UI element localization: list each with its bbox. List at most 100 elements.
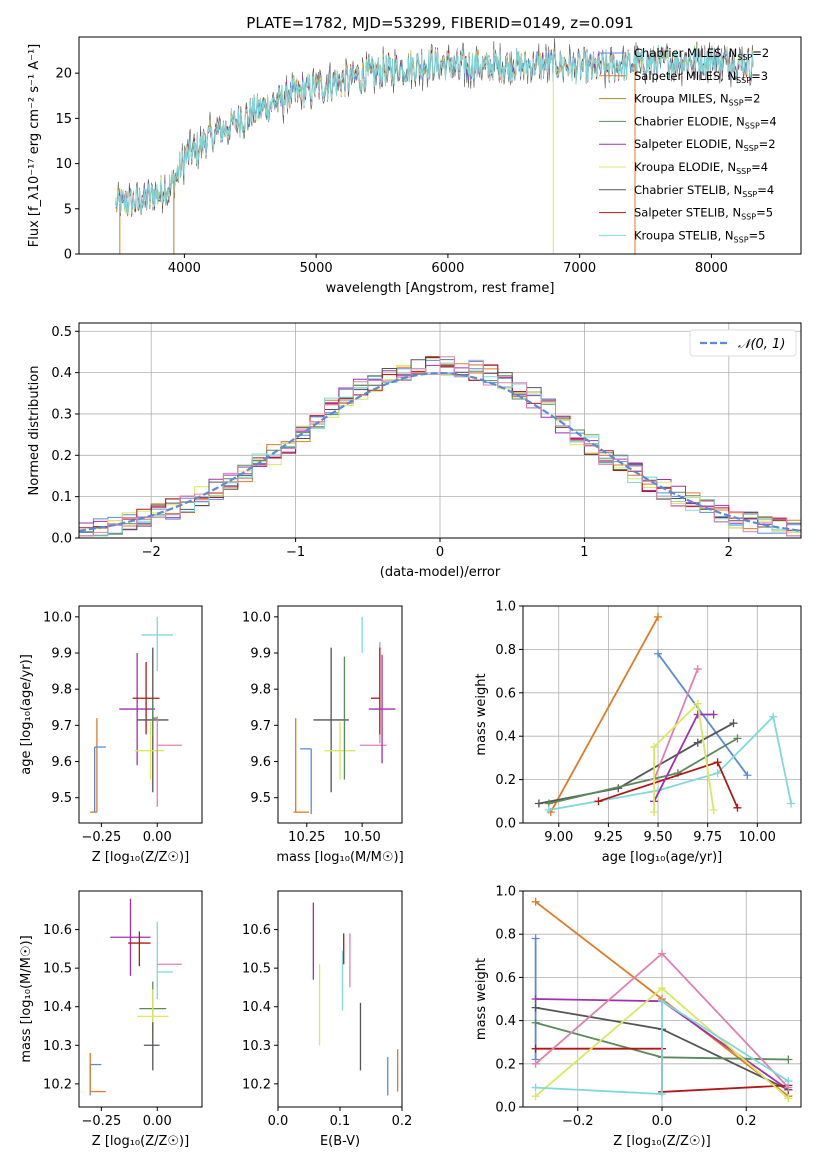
data-point xyxy=(531,934,540,943)
y-axis-label: age [log₁₀(age/yr)] xyxy=(19,654,34,775)
legend-text: Chabrier STELIB, N xyxy=(634,183,742,197)
weight-series-kroupa_elodie xyxy=(653,701,715,813)
y-tick-label: 9.5 xyxy=(250,791,271,806)
data-point xyxy=(743,771,752,780)
axes-frame xyxy=(78,605,203,824)
legend-text: Kroupa ELODIE, N xyxy=(634,160,736,174)
legend-sub: SSP xyxy=(742,190,757,199)
legend-label: Kroupa STELIB, NSSP=5 xyxy=(634,228,765,244)
x-axis-label: Z [log₁₀(Z/Z☉)] xyxy=(92,1134,189,1149)
y-tick-label: 0.5 xyxy=(51,325,72,340)
legend-suffix: =5 xyxy=(756,206,773,220)
y-tick-label: 10.5 xyxy=(242,962,271,977)
y-tick-label: 0.3 xyxy=(51,407,72,422)
y-tick-label: 1.0 xyxy=(495,885,516,900)
y-tick-label: 10.3 xyxy=(43,1039,72,1054)
x-tick-label: 9.00 xyxy=(544,830,573,845)
x-tick-label: 0.00 xyxy=(143,1114,172,1129)
x-axis-label: Z [log₁₀(Z/Z☉)] xyxy=(613,1134,710,1149)
y-axis-label: mass weight xyxy=(474,958,489,1040)
plot-area-weight-vs-z xyxy=(531,897,793,1103)
x-axis-label: (data-model)/error xyxy=(380,565,501,580)
y-tick-label: 9.6 xyxy=(51,755,72,770)
legend-suffix: =4 xyxy=(757,183,774,197)
legend-label: Kroupa ELODIE, NSSP=4 xyxy=(634,160,768,176)
legend: 𝒩(0, 1) xyxy=(689,329,797,357)
y-tick-label: 0 xyxy=(64,248,72,263)
y-tick-label: 0.1 xyxy=(51,490,72,505)
axes-frame xyxy=(78,890,203,1108)
data-point xyxy=(531,1083,540,1092)
x-tick-label: 0.1 xyxy=(330,1114,351,1129)
data-point xyxy=(531,1018,540,1027)
plot-area-ebv xyxy=(312,902,399,1096)
x-tick-label: 0.2 xyxy=(392,1114,413,1129)
y-tick-label: 10.2 xyxy=(43,1077,72,1092)
data-point xyxy=(654,612,663,621)
y-tick-label: 0.4 xyxy=(495,730,516,745)
data-point xyxy=(654,649,663,658)
y-tick-label: 0.2 xyxy=(495,773,516,788)
y-tick-label: 9.6 xyxy=(250,755,271,770)
data-point xyxy=(784,1094,793,1103)
data-point xyxy=(784,1055,793,1064)
x-tick-label: 6000 xyxy=(431,261,464,276)
data-point xyxy=(531,995,540,1003)
data-point xyxy=(594,797,603,806)
plot-area-weight-vs-age xyxy=(534,612,796,817)
legend-label: Chabrier ELODIE, NSSP=4 xyxy=(634,114,777,130)
legend-suffix: =2 xyxy=(759,137,776,151)
weight-series-chabrier_stelib xyxy=(538,722,734,805)
data-point xyxy=(658,997,666,1006)
legend-text: Chabrier MILES, N xyxy=(634,46,737,60)
x-tick-label: 7000 xyxy=(563,261,596,276)
frame-age-vs-mass: 10.25 10.50 9.5 9.6 9.7 9.8 9.9 10.0 mass [log₁₀… xyxy=(242,605,404,865)
x-tick-label: 4000 xyxy=(168,261,201,276)
axes-frame xyxy=(277,605,403,824)
y-tick-label: 9.7 xyxy=(250,719,271,734)
series-line-kroupa_stelib xyxy=(115,45,754,214)
legend-sub: SSP xyxy=(734,235,749,244)
data-point xyxy=(693,738,702,747)
y-tick-label: 9.7 xyxy=(51,719,72,734)
plot-area-residuals xyxy=(79,356,801,537)
legend-suffix: =4 xyxy=(760,114,777,128)
data-point xyxy=(713,758,722,767)
y-tick-label: 9.8 xyxy=(250,683,271,698)
x-tick-label: 0.2 xyxy=(736,1114,757,1129)
y-axis-label: mass [log₁₀(M/M☉)] xyxy=(19,935,34,1062)
y-tick-label: 0.4 xyxy=(495,1014,516,1029)
data-point xyxy=(693,699,702,708)
x-tick-label: 5000 xyxy=(300,261,333,276)
legend-label: Kroupa MILES, NSSP=2 xyxy=(634,92,760,108)
data-point xyxy=(693,664,702,673)
plot-area-age-vs-mass xyxy=(293,616,396,814)
y-tick-label: 5 xyxy=(64,202,72,217)
data-point xyxy=(534,799,543,808)
legend-suffix: =4 xyxy=(751,160,768,174)
y-tick-label: 10.0 xyxy=(242,610,271,625)
legend-sub: SSP xyxy=(741,213,756,222)
data-point xyxy=(733,734,742,743)
y-tick-label: 0.8 xyxy=(495,928,516,943)
legend-text: Salpeter MILES, N xyxy=(634,69,736,83)
y-tick-label: 0.4 xyxy=(51,366,72,381)
frame-spectrum: 4000 5000 6000 7000 8000 0 5 10 15 20 wavelength [… xyxy=(27,36,802,296)
axes-frame xyxy=(522,605,802,824)
data-point xyxy=(709,710,718,719)
data-point xyxy=(784,1077,793,1086)
x-tick-label: −0.25 xyxy=(81,1114,121,1129)
x-tick-label: −0.25 xyxy=(81,830,121,845)
y-tick-label: 1.0 xyxy=(495,600,516,615)
x-tick-label: 10.25 xyxy=(288,830,325,845)
histogram-pink xyxy=(79,356,801,537)
frame-residuals: −2 −1 0 1 2 0.0 0.1 0.2 0.3 0.4 0.5 (data-model)/er… xyxy=(27,322,802,580)
data-point xyxy=(787,799,796,808)
y-tick-label: 15 xyxy=(55,112,72,127)
y-tick-label: 20 xyxy=(55,67,72,82)
y-tick-label: 9.8 xyxy=(51,683,72,698)
legend-label: 𝒩(0, 1) xyxy=(738,337,785,352)
y-tick-label: 0.6 xyxy=(495,686,516,701)
y-tick-label: 10.6 xyxy=(242,923,271,938)
